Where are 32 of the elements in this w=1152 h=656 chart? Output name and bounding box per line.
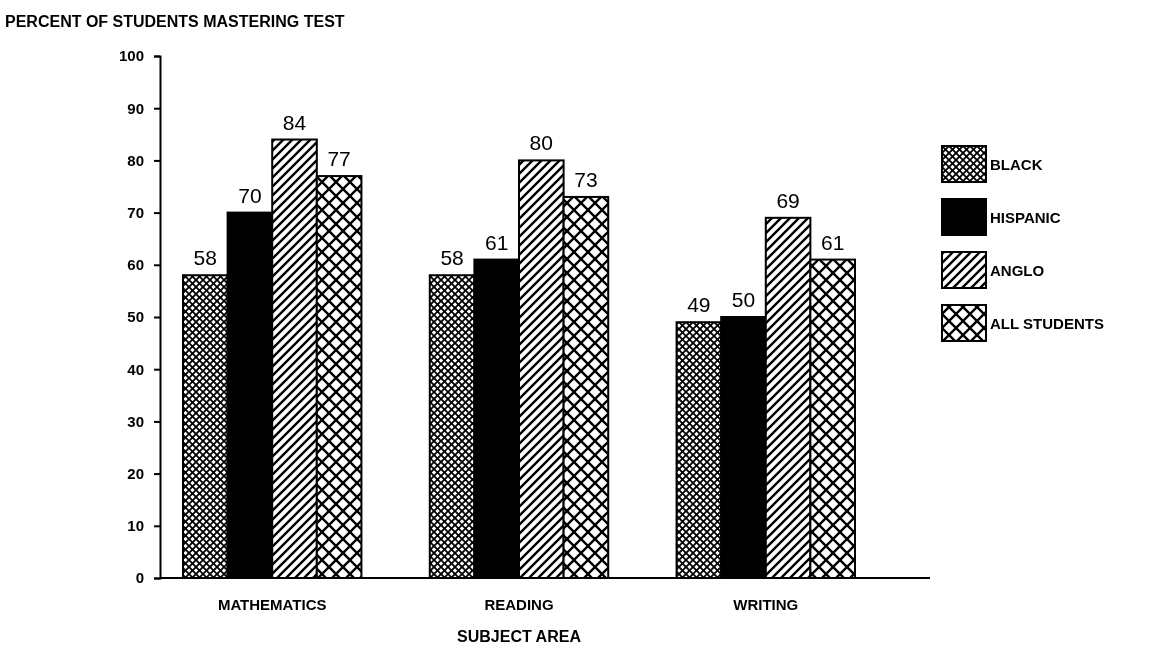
y-tick-label: 50	[127, 308, 144, 326]
legend-label: BLACK	[990, 156, 1043, 173]
data-label: 61	[821, 230, 845, 254]
y-tick-label: 10	[127, 517, 144, 535]
data-label: 73	[574, 167, 598, 191]
x-tick-label: WRITING	[733, 596, 799, 613]
legend-label: ANGLO	[990, 262, 1045, 279]
y-tick-label: 100	[118, 47, 144, 65]
x-tick-label: MATHEMATICS	[217, 596, 327, 613]
x-tick-label: READING	[484, 596, 554, 613]
data-label: 84	[282, 110, 307, 134]
y-tick-label: 30	[127, 412, 144, 430]
y-axis-title: PERCENT OF STUDENTS MASTERING TEST	[5, 13, 345, 30]
data-label: 77	[327, 147, 351, 171]
legend-label: HISPANIC	[990, 209, 1061, 226]
data-label: 80	[529, 131, 553, 155]
y-tick-label: 70	[127, 203, 144, 221]
legend-label: ALL STUDENTS	[990, 315, 1104, 332]
data-label: 50	[731, 288, 756, 311]
data-label: 58	[193, 246, 217, 270]
data-label: 69	[776, 188, 800, 212]
data-label: 58	[440, 246, 464, 270]
y-tick-label: 80	[127, 151, 144, 169]
data-label: 49	[687, 293, 711, 317]
y-tick-label: 90	[127, 99, 144, 117]
data-label: 70	[238, 183, 262, 207]
y-tick-label: 20	[127, 464, 144, 482]
data-label: 61	[485, 230, 509, 254]
y-tick-label: 60	[127, 256, 144, 274]
y-tick-label: 0	[135, 569, 144, 587]
x-axis-title: SUBJECT AREA	[457, 628, 582, 645]
y-tick-label: 40	[127, 360, 144, 378]
